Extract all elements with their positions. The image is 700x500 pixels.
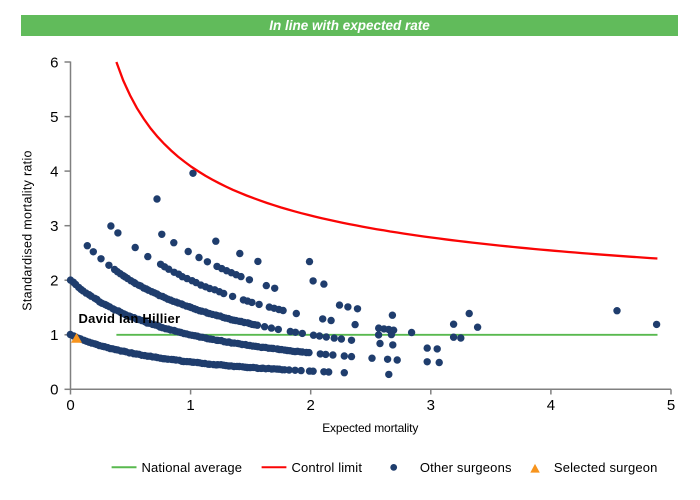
svg-text:3: 3 [427, 397, 435, 414]
svg-text:4: 4 [547, 397, 555, 414]
svg-text:In line with expected rate: In line with expected rate [269, 18, 430, 33]
svg-text:David Ian Hillier: David Ian Hillier [79, 311, 181, 326]
svg-text:2: 2 [307, 397, 315, 414]
svg-text:Other surgeons: Other surgeons [420, 460, 512, 475]
svg-text:Control limit: Control limit [292, 460, 363, 475]
svg-text:National average: National average [142, 460, 243, 475]
svg-text:0: 0 [66, 397, 74, 414]
svg-text:4: 4 [50, 164, 58, 181]
svg-text:Standardised mortality ratio: Standardised mortality ratio [21, 150, 35, 311]
svg-text:Selected surgeon: Selected surgeon [554, 460, 658, 475]
svg-text:3: 3 [50, 218, 58, 235]
svg-text:1: 1 [50, 327, 58, 344]
svg-text:Expected mortality: Expected mortality [322, 421, 418, 435]
svg-text:5: 5 [667, 397, 675, 414]
svg-text:1: 1 [186, 397, 194, 414]
svg-text:5: 5 [50, 109, 58, 126]
svg-text:0: 0 [50, 382, 58, 399]
svg-text:6: 6 [50, 54, 58, 71]
svg-text:2: 2 [50, 273, 58, 290]
